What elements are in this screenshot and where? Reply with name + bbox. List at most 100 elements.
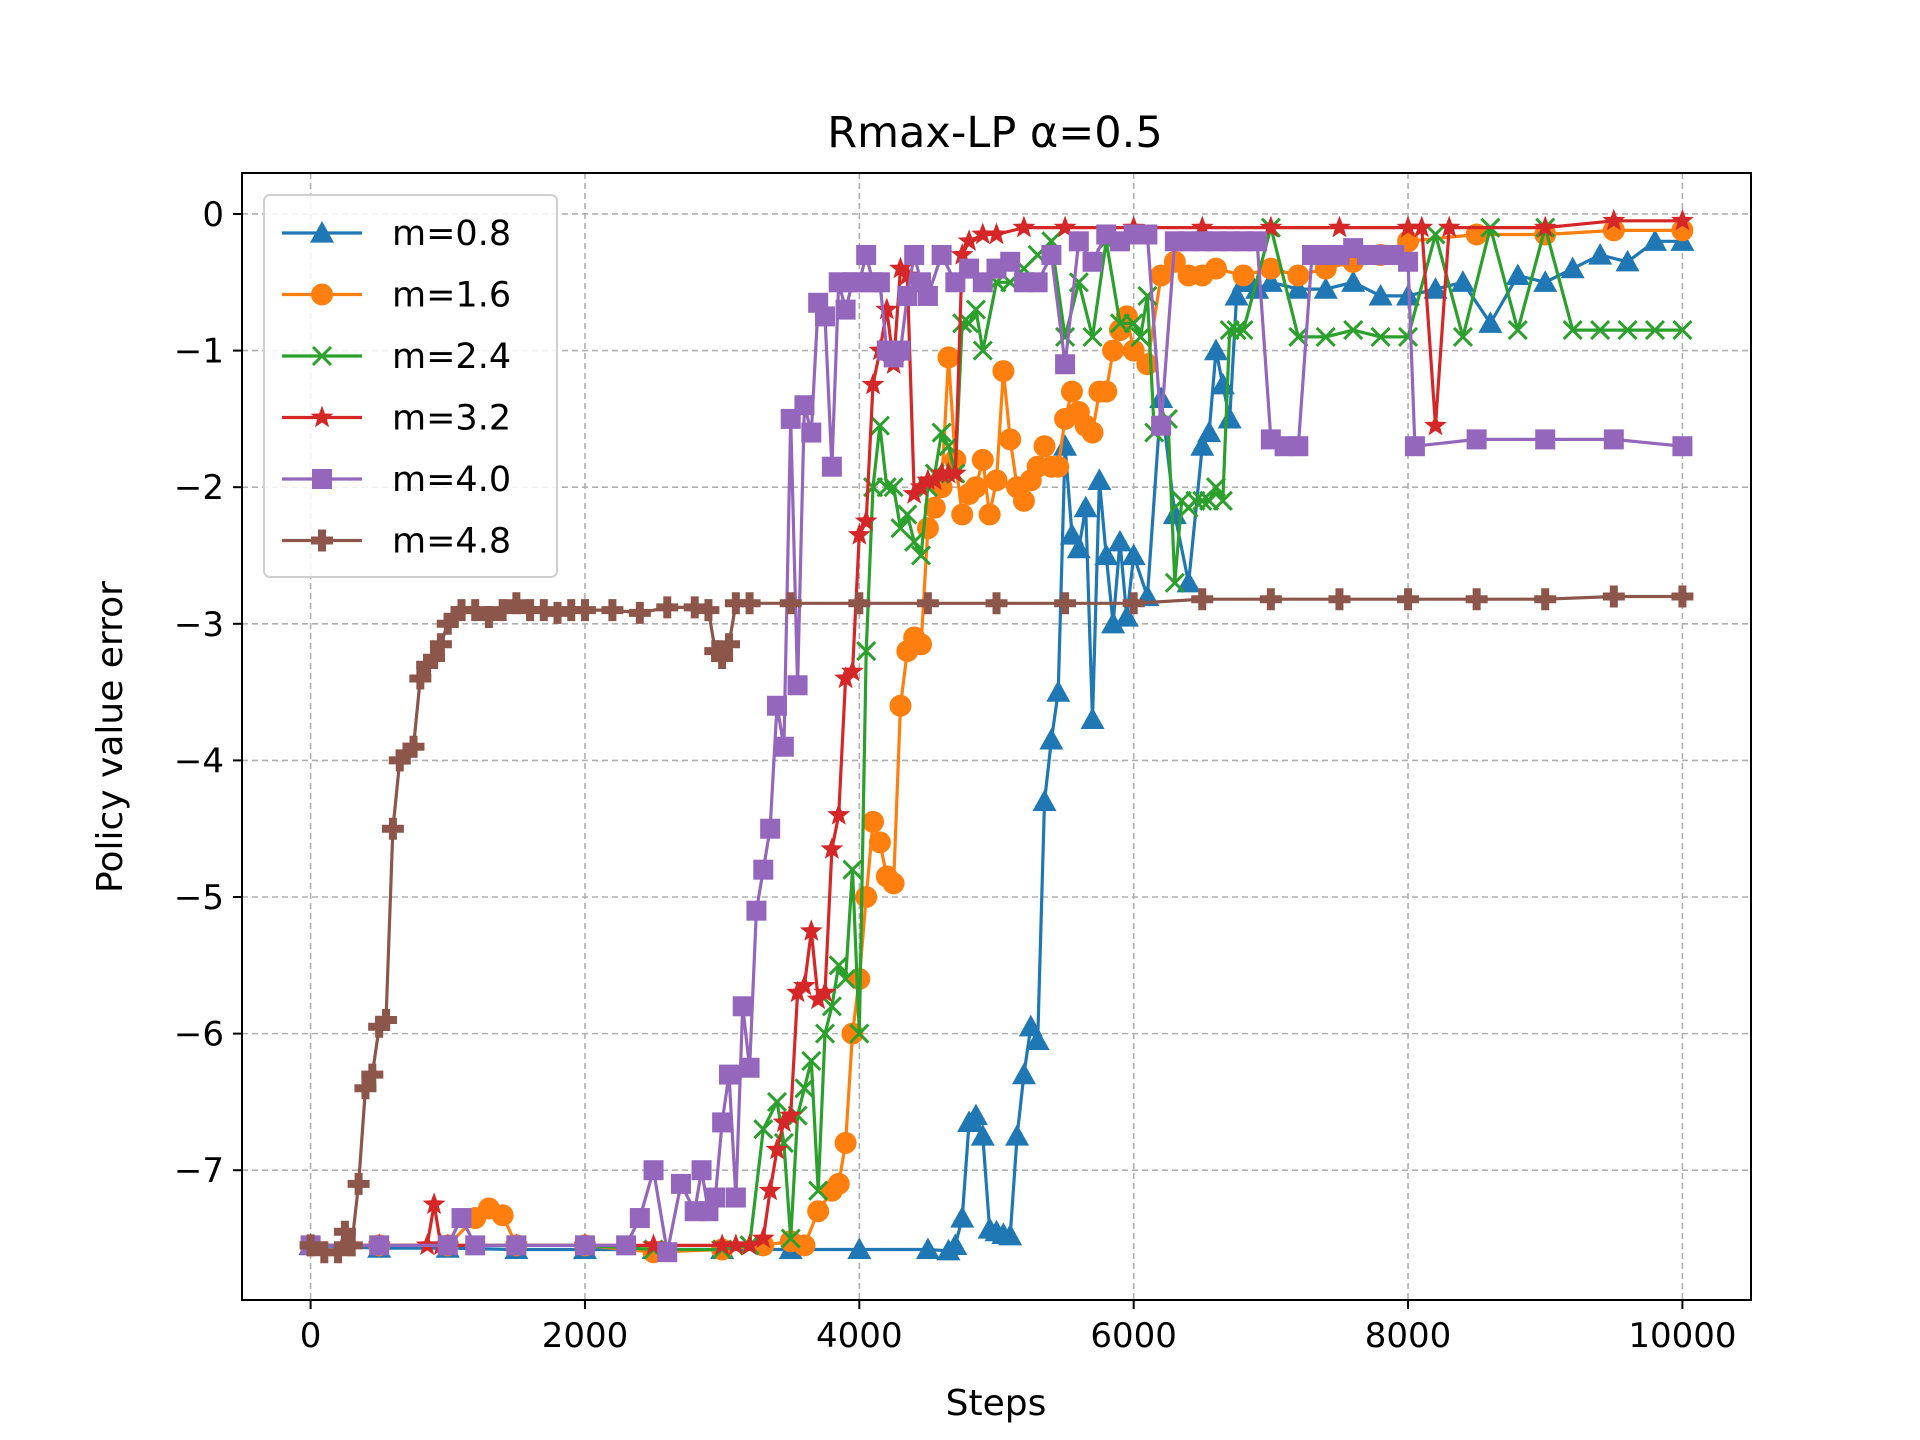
data-point [767,695,788,716]
data-point [1082,251,1103,272]
data-point [1149,386,1174,408]
data-point [1533,270,1558,292]
y-tick-label: −7 [174,1151,224,1191]
data-point [1397,588,1420,611]
data-point [1397,326,1419,347]
data-point [354,1077,377,1100]
data-point [732,996,753,1017]
data-point [451,1208,472,1229]
data-point [402,735,425,758]
data-point [347,1172,370,1195]
data-point [746,900,767,921]
data-point [450,599,473,622]
data-point [1032,789,1057,811]
data-point [820,837,844,859]
data-point [705,1187,726,1208]
data-point [601,599,624,622]
data-point [1258,270,1283,292]
data-point [815,306,836,327]
data-point [1012,215,1036,238]
data-point [1370,326,1391,347]
y-tick-label: −5 [174,878,224,918]
data-point [1176,570,1201,593]
legend-item: m=4.8 [282,522,511,562]
data-point [1535,429,1556,450]
data-point [1343,320,1364,341]
data-point [368,1015,391,1038]
data-point [753,1119,774,1140]
data-point [869,415,890,436]
data-point [1191,588,1214,611]
data-point [1615,249,1640,272]
legend-item: m=3.2 [282,399,511,439]
data-point [1602,585,1625,608]
data-point [916,592,939,615]
data-point [1066,536,1091,559]
data-point [999,428,1022,451]
data-point [1212,490,1233,511]
data-point [1259,215,1283,238]
data-point [532,599,555,622]
data-point [909,475,933,497]
data-point [1423,277,1448,299]
data-point [1245,277,1270,299]
data-point [1313,277,1338,299]
data-point [1136,353,1159,376]
data-point [1047,455,1070,478]
data-point [629,1208,650,1229]
data-point [738,592,761,615]
data-point [1060,380,1083,403]
data-point [1011,1062,1036,1085]
data-point [970,1124,995,1146]
data-point [856,244,877,265]
data-point [950,243,974,265]
data-point [793,973,816,996]
x-tick-label: 0 [300,1316,322,1356]
data-point [821,996,842,1017]
data-point [963,1103,988,1126]
data-point [765,1137,789,1160]
data-point [1151,415,1172,436]
data-point [904,244,925,265]
data-point [1102,339,1125,362]
data-point [1288,436,1309,457]
data-point [972,340,993,361]
data-point [1053,215,1077,238]
data-point [895,263,919,286]
data-point [1123,313,1144,334]
data-point [340,1234,363,1257]
x-axis-label: Steps [946,1383,1047,1424]
data-point [869,272,890,293]
y-tick-label: −2 [174,468,224,508]
data-point [882,872,905,895]
data-point [1507,320,1528,341]
data-point [1095,380,1118,403]
data-point [827,803,851,825]
data-point [395,742,418,765]
legend-swatch-marker [310,221,334,243]
data-point [876,477,897,498]
y-tick-label: −1 [174,332,224,372]
data-point [1672,436,1693,457]
data-point [950,1206,975,1228]
data-point [574,1235,595,1256]
data-point [1190,434,1215,456]
data-point [1588,242,1613,265]
data-point [642,1233,665,1256]
data-point [1080,707,1105,730]
data-point [758,1178,782,1201]
data-point [299,1234,322,1257]
data-point [1114,604,1139,627]
data-point [856,641,877,662]
data-point [801,422,822,443]
data-point [1505,263,1530,286]
data-point [1046,680,1071,702]
data-point [546,601,569,624]
data-point [616,1235,637,1256]
data-point [937,346,960,369]
legend-swatch-marker [312,469,332,489]
legend-box [263,194,558,578]
legend-label: m=4.0 [392,460,511,500]
data-point [827,1172,850,1195]
y-tick-label: −4 [174,741,224,781]
